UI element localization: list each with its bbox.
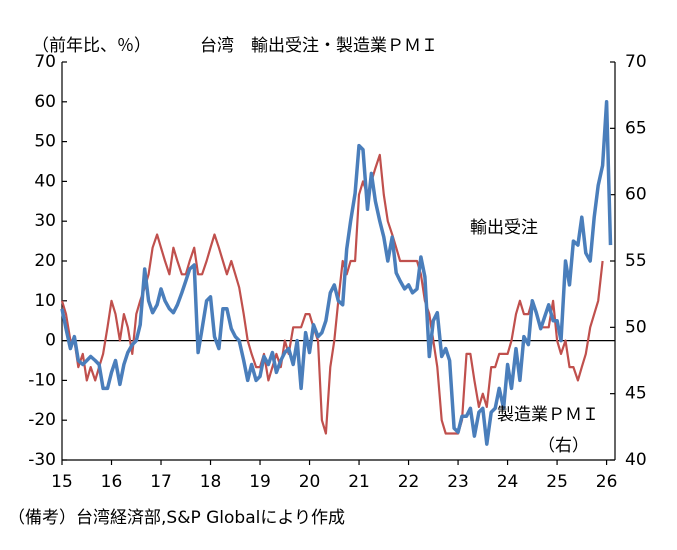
series-label: 輸出受注 xyxy=(470,218,538,238)
x-tick-label: 20 xyxy=(299,472,321,492)
y2-tick-label: 55 xyxy=(625,251,647,271)
x-tick-label: 19 xyxy=(249,472,271,492)
series-line xyxy=(60,153,604,435)
y-tick-label: 60 xyxy=(34,92,56,112)
y-tick-label: 20 xyxy=(34,251,56,271)
y-tick-label: 30 xyxy=(34,211,56,231)
series-line xyxy=(60,100,613,446)
y2-tick-label: 65 xyxy=(625,118,647,138)
y2-tick-label: 50 xyxy=(625,317,647,337)
y-tick-label: 10 xyxy=(34,291,56,311)
y-axis-label: （前年比、％） xyxy=(32,36,151,56)
y-tick-label: 40 xyxy=(34,171,56,191)
series-label: 製造業ＰＭＩ xyxy=(497,405,599,425)
y-tick-label: -10 xyxy=(28,370,56,390)
x-tick-label: 21 xyxy=(348,472,370,492)
y2-tick-label: 40 xyxy=(625,450,647,470)
y2-tick-label: 45 xyxy=(625,384,647,404)
x-tick-label: 26 xyxy=(596,472,618,492)
x-tick-label: 18 xyxy=(200,472,222,492)
x-tick-label: 15 xyxy=(51,472,73,492)
x-tick-label: 25 xyxy=(546,472,568,492)
y2-tick-label: 60 xyxy=(625,185,647,205)
x-tick-label: 16 xyxy=(101,472,123,492)
y2-tick-label: 70 xyxy=(625,52,647,72)
y-tick-label: -30 xyxy=(28,450,56,470)
source-note: （備考）台湾経済部,S&P Globalにより作成 xyxy=(8,508,345,528)
chart-title: 台湾 輸出受注・製造業ＰＭＩ xyxy=(200,36,438,56)
y-tick-label: 50 xyxy=(34,132,56,152)
x-tick-label: 24 xyxy=(497,472,519,492)
x-tick-label: 17 xyxy=(150,472,172,492)
y-tick-label: -20 xyxy=(28,410,56,430)
annotation: （右） xyxy=(538,436,589,456)
x-tick-label: 23 xyxy=(447,472,469,492)
y-tick-label: 0 xyxy=(45,331,56,351)
x-tick-label: 22 xyxy=(398,472,420,492)
y-tick-label: 70 xyxy=(34,52,56,72)
